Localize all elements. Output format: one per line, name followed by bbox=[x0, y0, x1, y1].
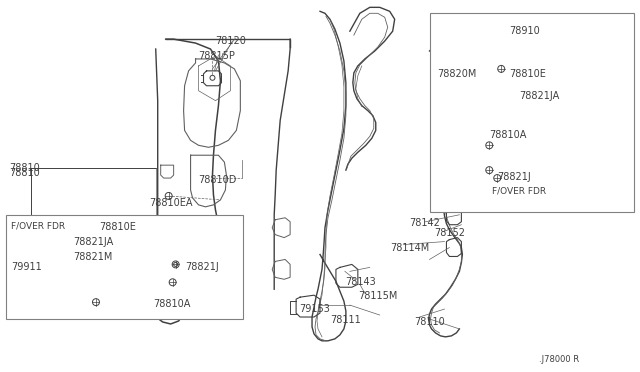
Text: F/OVER FDR: F/OVER FDR bbox=[12, 222, 65, 231]
Text: 78821J: 78821J bbox=[497, 172, 531, 182]
Circle shape bbox=[93, 299, 99, 306]
Text: 78810EA: 78810EA bbox=[148, 198, 192, 208]
Text: 78120: 78120 bbox=[216, 36, 246, 46]
Bar bbox=[429, 13, 634, 212]
Text: 78810: 78810 bbox=[10, 168, 40, 178]
Text: 79153: 79153 bbox=[299, 304, 330, 314]
Text: 78910: 78910 bbox=[509, 26, 540, 36]
Text: 78820M: 78820M bbox=[438, 69, 477, 79]
Circle shape bbox=[173, 262, 178, 266]
Circle shape bbox=[210, 76, 215, 80]
Text: 78810E: 78810E bbox=[99, 222, 136, 232]
Text: 79911: 79911 bbox=[12, 262, 42, 272]
Text: 78821JA: 78821JA bbox=[519, 91, 559, 101]
Text: .J78000 R: .J78000 R bbox=[539, 355, 579, 364]
Circle shape bbox=[486, 167, 493, 174]
Text: 78810A: 78810A bbox=[153, 299, 190, 309]
Text: 78142: 78142 bbox=[410, 218, 440, 228]
Bar bbox=[6, 215, 243, 319]
Circle shape bbox=[169, 279, 176, 286]
Text: 78114M: 78114M bbox=[390, 243, 429, 253]
Text: 78821J: 78821J bbox=[186, 262, 220, 272]
Text: 78810E: 78810E bbox=[509, 69, 546, 79]
Text: 78115M: 78115M bbox=[358, 291, 397, 301]
Text: 78815P: 78815P bbox=[198, 51, 236, 61]
Circle shape bbox=[172, 261, 179, 268]
Text: 78143: 78143 bbox=[345, 277, 376, 287]
Text: 78810D: 78810D bbox=[198, 175, 237, 185]
Text: 78810: 78810 bbox=[10, 163, 40, 173]
Text: 78810A: 78810A bbox=[489, 131, 527, 140]
Circle shape bbox=[493, 174, 500, 182]
Circle shape bbox=[165, 192, 172, 199]
Circle shape bbox=[498, 65, 505, 73]
Text: 78152: 78152 bbox=[435, 228, 465, 238]
Text: F/OVER FDR: F/OVER FDR bbox=[492, 186, 547, 195]
Text: 78821JA: 78821JA bbox=[73, 237, 113, 247]
Text: 78110: 78110 bbox=[415, 317, 445, 327]
Text: 78111: 78111 bbox=[330, 315, 361, 325]
Text: 78821M: 78821M bbox=[73, 251, 113, 262]
Circle shape bbox=[486, 142, 493, 149]
